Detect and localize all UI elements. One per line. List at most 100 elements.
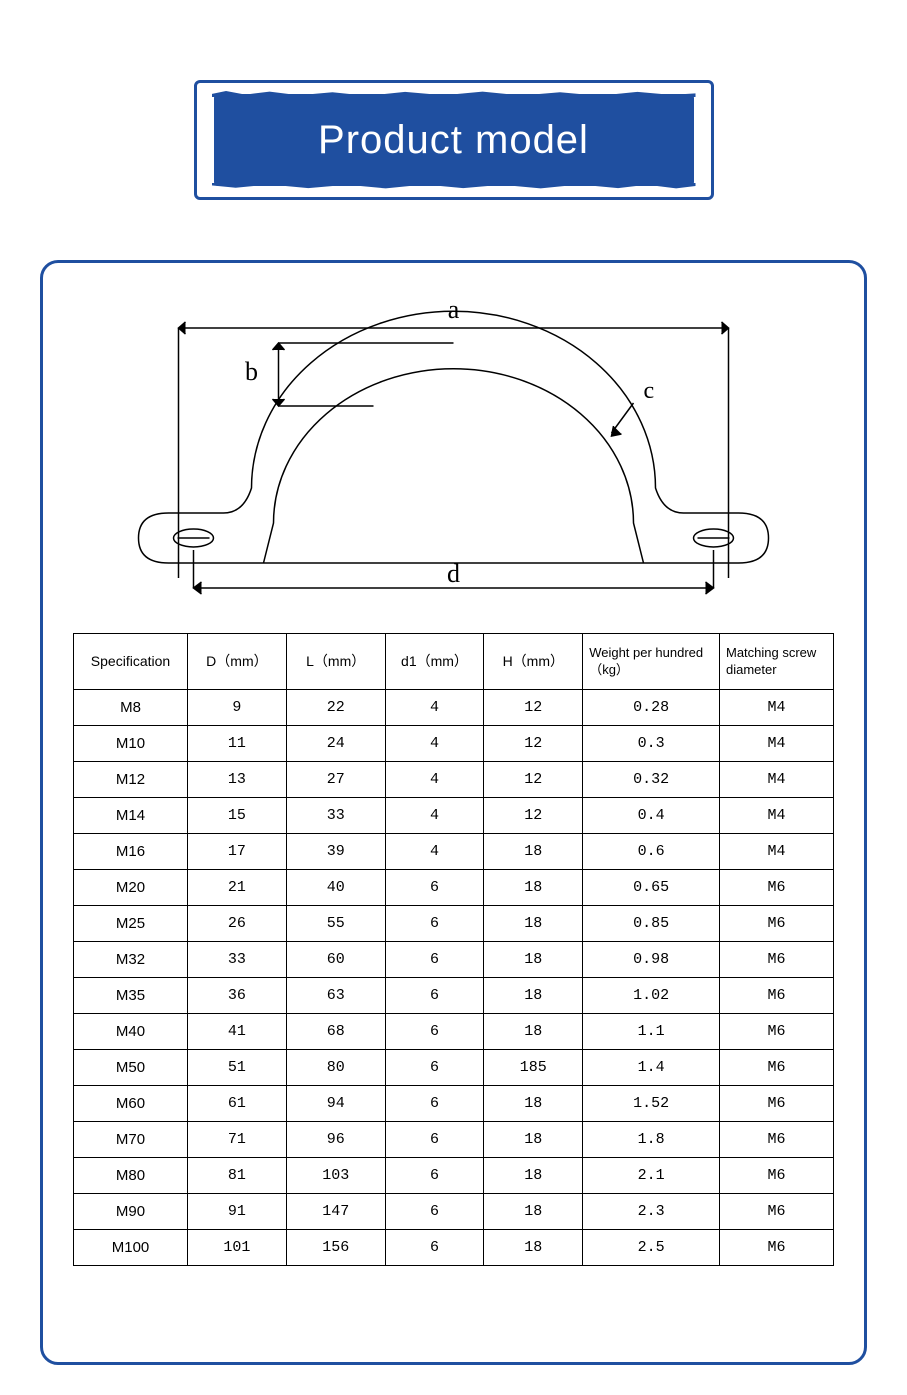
table-cell: 41 [188,1014,287,1050]
table-cell: 2.1 [583,1158,720,1194]
table-cell: 63 [286,978,385,1014]
table-cell: 18 [484,1158,583,1194]
table-cell: 4 [385,690,484,726]
table-cell: M35 [74,978,188,1014]
table-cell: M14 [74,798,188,834]
table-cell: M16 [74,834,188,870]
col-h-mm: H（mm） [484,634,583,690]
table-cell: 1.8 [583,1122,720,1158]
table-row: M1011244120.3M4 [74,726,834,762]
table-cell: M70 [74,1122,188,1158]
table-cell: 12 [484,798,583,834]
table-cell: 4 [385,726,484,762]
table-row: M2021406180.65M6 [74,870,834,906]
table-cell: 71 [188,1122,287,1158]
table-cell: 0.28 [583,690,720,726]
col-screw: Matching screw diameter [719,634,833,690]
dim-label-b: b [245,357,258,386]
table-cell: 81 [188,1158,287,1194]
table-cell: M40 [74,1014,188,1050]
col-d1-mm: d1（mm） [385,634,484,690]
table-cell: 9 [188,690,287,726]
table-cell: M50 [74,1050,188,1086]
table-cell: 18 [484,870,583,906]
table-cell: M6 [719,1122,833,1158]
table-cell: 40 [286,870,385,906]
table-cell: 185 [484,1050,583,1086]
table-cell: M4 [719,726,833,762]
table-cell: 22 [286,690,385,726]
table-cell: 96 [286,1122,385,1158]
table-row: M1415334120.4M4 [74,798,834,834]
table-cell: 27 [286,762,385,798]
table-row: M2526556180.85M6 [74,906,834,942]
table-cell: 147 [286,1194,385,1230]
table-cell: M12 [74,762,188,798]
table-cell: 1.4 [583,1050,720,1086]
table-row: M50518061851.4M6 [74,1050,834,1086]
col-d-mm: D（mm） [188,634,287,690]
table-cell: 0.98 [583,942,720,978]
table-row: M80811036182.1M6 [74,1158,834,1194]
table-cell: 0.4 [583,798,720,834]
table-cell: 18 [484,1086,583,1122]
table-cell: 18 [484,1014,583,1050]
table-cell: 101 [188,1230,287,1266]
table-cell: 6 [385,942,484,978]
table-cell: 12 [484,690,583,726]
table-cell: 17 [188,834,287,870]
table-cell: M4 [719,762,833,798]
table-cell: M32 [74,942,188,978]
dim-label-d: d [447,559,460,588]
table-row: M1001011566182.5M6 [74,1230,834,1266]
table-cell: M6 [719,1158,833,1194]
table-cell: 51 [188,1050,287,1086]
table-cell: M25 [74,906,188,942]
table-cell: 6 [385,870,484,906]
banner-title: Product model [318,118,589,163]
table-cell: 4 [385,762,484,798]
table-cell: M80 [74,1158,188,1194]
content-panel: a b c d [40,260,867,1365]
table-cell: 18 [484,1230,583,1266]
table-cell: 33 [286,798,385,834]
table-cell: 4 [385,834,484,870]
table-cell: 18 [484,978,583,1014]
table-cell: 12 [484,762,583,798]
table-cell: 55 [286,906,385,942]
col-specification: Specification [74,634,188,690]
table-row: M90911476182.3M6 [74,1194,834,1230]
table-cell: 18 [484,1122,583,1158]
table-cell: 0.6 [583,834,720,870]
table-cell: M100 [74,1230,188,1266]
dim-label-c: c [644,378,655,404]
table-body: M89224120.28M4M1011244120.3M4M1213274120… [74,690,834,1266]
table-cell: 1.02 [583,978,720,1014]
table-row: M89224120.28M4 [74,690,834,726]
table-cell: 18 [484,906,583,942]
table-cell: M60 [74,1086,188,1122]
table-cell: M4 [719,834,833,870]
table-cell: 0.85 [583,906,720,942]
col-l-mm: L（mm） [286,634,385,690]
table-cell: M6 [719,1086,833,1122]
banner-inner-fill: Product model [214,94,694,186]
table-cell: 12 [484,726,583,762]
table-cell: M6 [719,1230,833,1266]
clamp-diagram: a b c d [73,288,834,618]
table-cell: 1.1 [583,1014,720,1050]
table-cell: 39 [286,834,385,870]
table-cell: 6 [385,1194,484,1230]
table-cell: M6 [719,978,833,1014]
table-cell: 15 [188,798,287,834]
table-cell: 24 [286,726,385,762]
table-cell: M6 [719,1014,833,1050]
table-cell: 4 [385,798,484,834]
table-cell: 18 [484,834,583,870]
table-cell: 61 [188,1086,287,1122]
title-banner: Product model [194,80,714,200]
table-cell: M20 [74,870,188,906]
table-cell: 80 [286,1050,385,1086]
table-cell: M6 [719,1194,833,1230]
table-cell: 94 [286,1086,385,1122]
